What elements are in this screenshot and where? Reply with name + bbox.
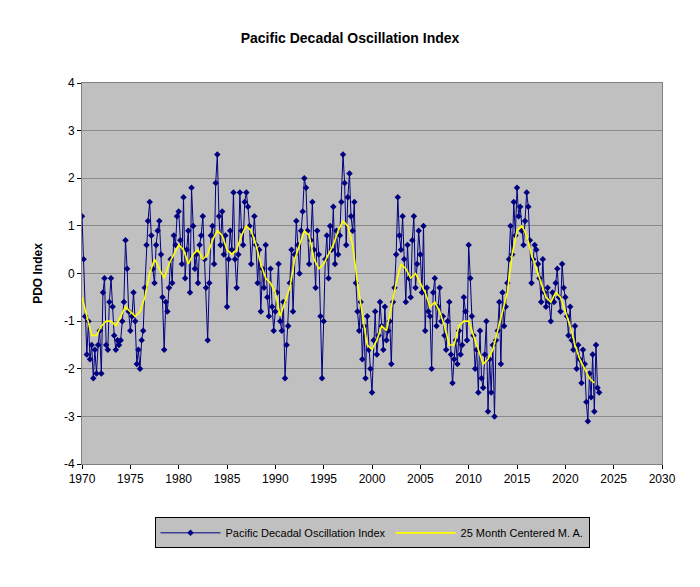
svg-text:25 Month Centered M. A.: 25 Month Centered M. A. (461, 527, 583, 539)
svg-text:1995: 1995 (310, 472, 337, 486)
svg-text:0: 0 (68, 267, 75, 281)
svg-text:2005: 2005 (407, 472, 434, 486)
svg-text:2000: 2000 (359, 472, 386, 486)
svg-text:-4: -4 (64, 457, 75, 471)
svg-text:2015: 2015 (504, 472, 531, 486)
svg-text:3: 3 (68, 124, 75, 138)
svg-text:2: 2 (68, 171, 75, 185)
svg-text:Pacific Decadal Oscillation In: Pacific Decadal Oscillation Index (241, 30, 460, 46)
svg-text:2030: 2030 (649, 472, 676, 486)
svg-text:1: 1 (68, 219, 75, 233)
svg-text:-2: -2 (64, 362, 75, 376)
svg-text:Pacific Decadal Oscillation In: Pacific Decadal Oscillation Index (226, 527, 386, 539)
svg-text:2010: 2010 (455, 472, 482, 486)
svg-text:1990: 1990 (262, 472, 289, 486)
svg-text:1970: 1970 (69, 472, 96, 486)
svg-text:1985: 1985 (214, 472, 241, 486)
svg-text:-1: -1 (64, 314, 75, 328)
svg-text:2025: 2025 (600, 472, 627, 486)
svg-text:2020: 2020 (552, 472, 579, 486)
svg-text:PDO Index: PDO Index (31, 243, 45, 304)
svg-text:-3: -3 (64, 410, 75, 424)
svg-text:1975: 1975 (117, 472, 144, 486)
svg-text:1980: 1980 (165, 472, 192, 486)
svg-text:4: 4 (68, 76, 75, 90)
